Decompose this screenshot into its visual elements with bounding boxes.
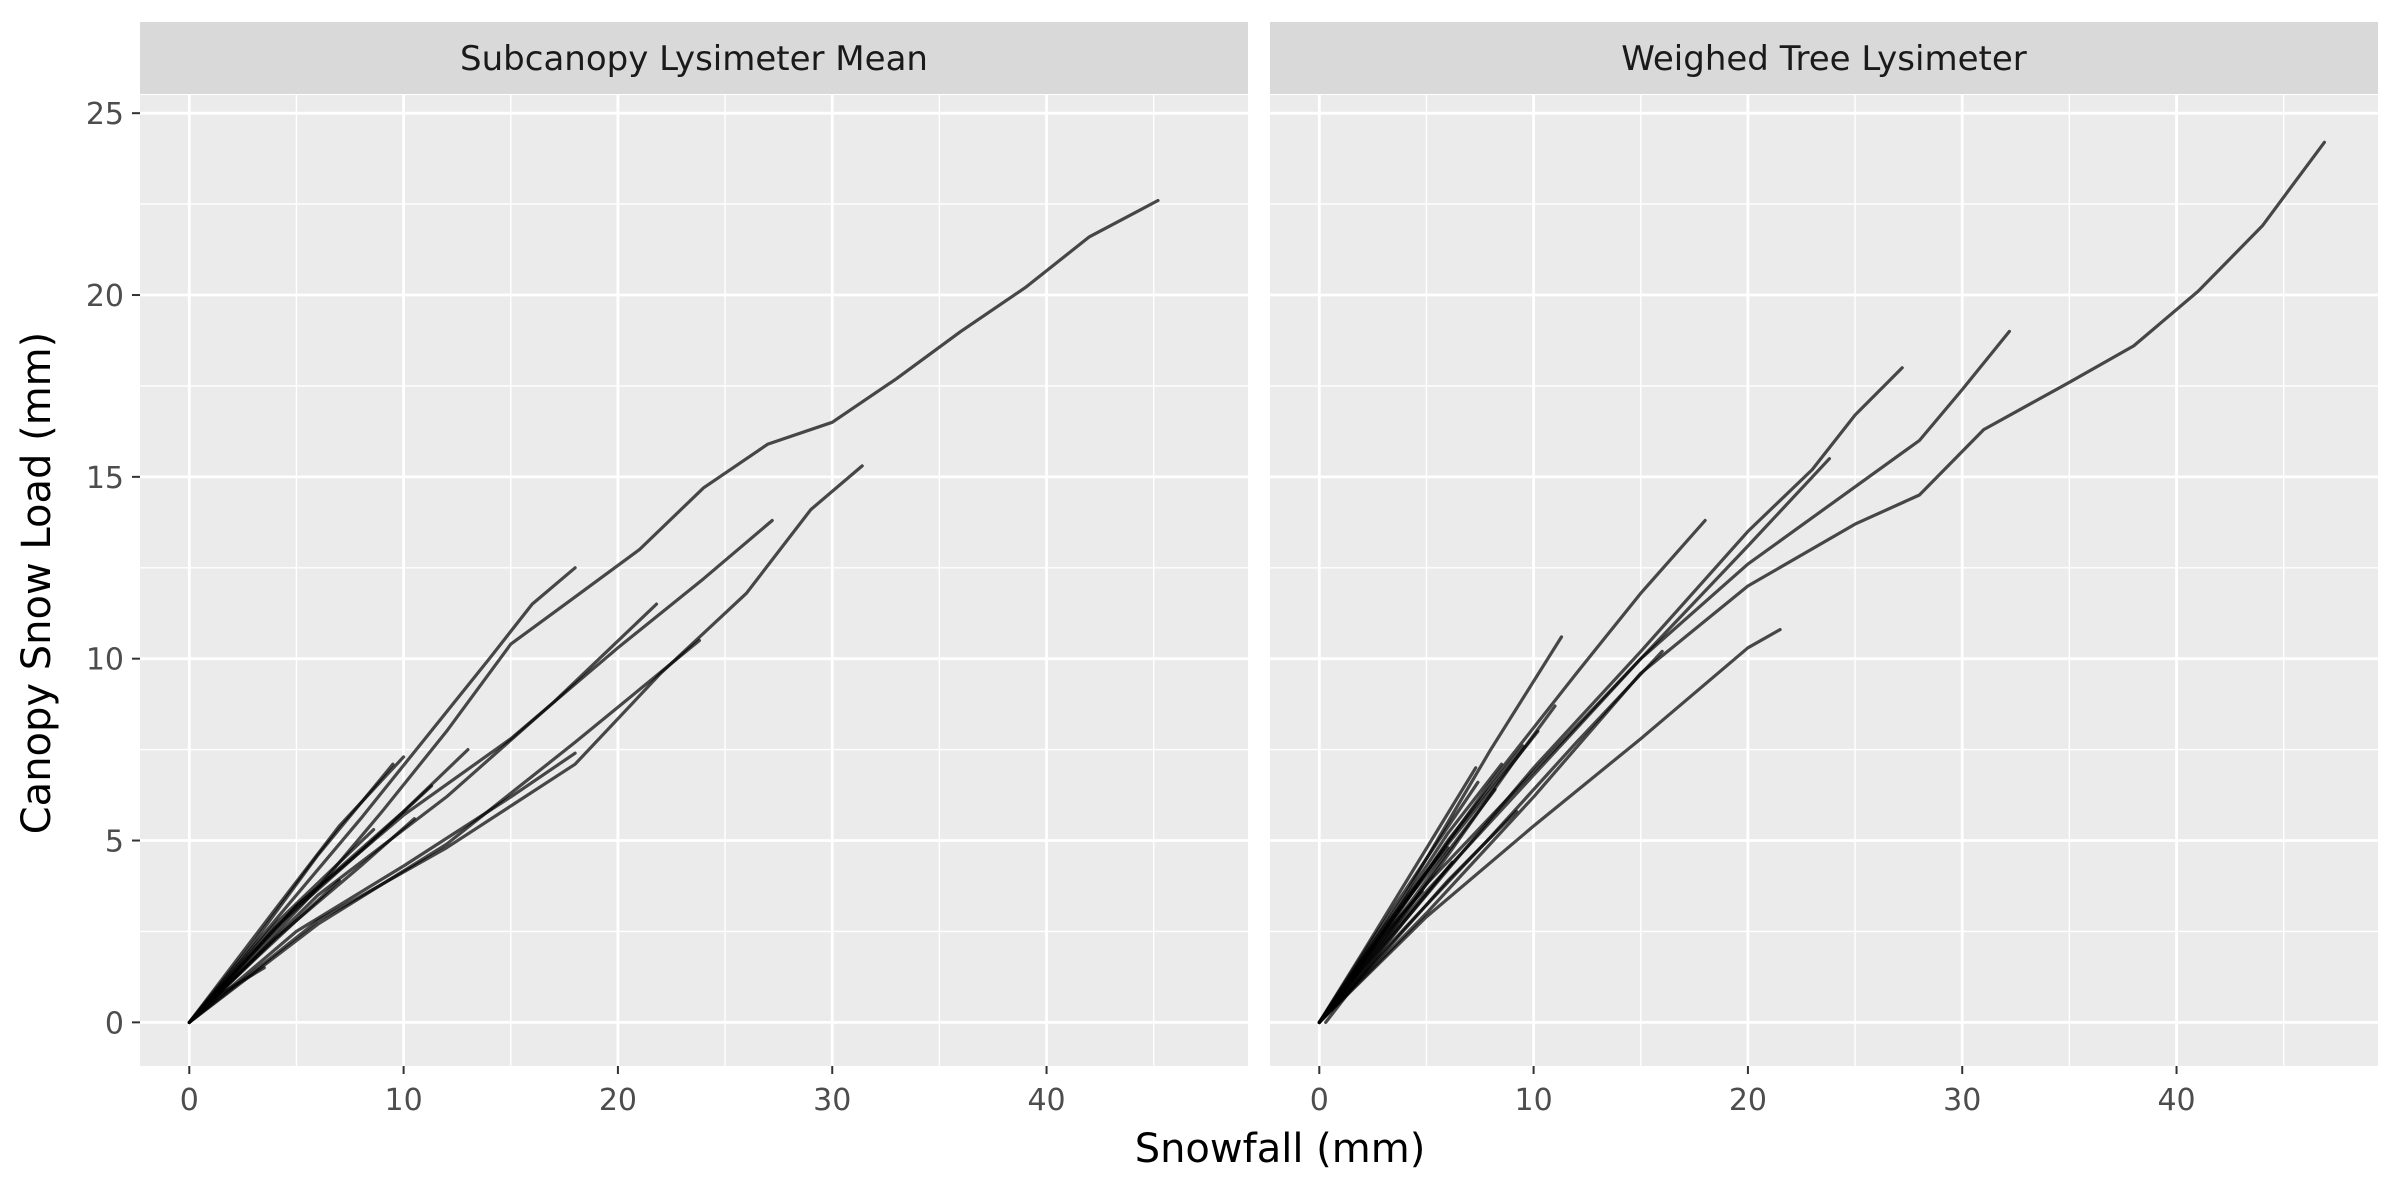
x-tick-label: 30	[813, 1083, 851, 1118]
series-line-6	[187, 751, 577, 1025]
y-tick-label: 0	[105, 1006, 124, 1041]
y-axis-label: Canopy Snow Load (mm)	[14, 332, 60, 835]
facet-strip	[1270, 22, 2378, 94]
series-line-2	[187, 566, 577, 1025]
series-line-15	[187, 817, 416, 1025]
y-tick-label: 20	[86, 279, 124, 314]
y-tick-label: 15	[86, 461, 124, 496]
series-line-4	[187, 464, 864, 1025]
series-line-7	[1317, 457, 1832, 1025]
y-tick-label: 10	[86, 643, 124, 678]
facet-strip	[140, 22, 1248, 94]
series-line-19	[1317, 787, 1497, 1025]
x-tick-label: 0	[180, 1083, 199, 1118]
x-tick-label: 20	[599, 1083, 637, 1118]
series-line-17	[1324, 860, 1454, 1025]
x-tick-label: 10	[1515, 1083, 1553, 1118]
facet-strip-label: Subcanopy Lysimeter Mean	[460, 39, 928, 79]
series-line-5	[187, 638, 702, 1025]
series-line-11	[187, 827, 376, 1025]
series-line-12	[187, 762, 395, 1025]
series-line-16	[1317, 766, 1478, 1025]
x-tick-label: 40	[2157, 1083, 2195, 1118]
series-line-5	[1317, 627, 1782, 1025]
plot-background	[140, 95, 1248, 1066]
series-line-15	[1317, 729, 1540, 1025]
panel-subcanopy-lysimeter-mean: Subcanopy Lysimeter Mean 0 10 20 30 40 0 5 10 15 2…	[86, 22, 1248, 1118]
x-tick-label: 40	[1027, 1083, 1065, 1118]
y-tick-label: 5	[105, 825, 124, 860]
y-tick-label: 25	[86, 97, 124, 132]
series-line-1	[1317, 140, 2326, 1025]
series-line-1	[187, 198, 1160, 1025]
panel-weighed-tree-lysimeter: Weighed Tree Lysimeter 0 10 20 30 40	[1270, 22, 2378, 1118]
plot-background	[1270, 95, 2378, 1066]
x-axis-label: Snowfall (mm)	[1135, 1126, 1426, 1172]
x-tick-label: 10	[385, 1083, 423, 1118]
facet-strip-label: Weighed Tree Lysimeter	[1621, 39, 2026, 79]
x-tick-label: 20	[1729, 1083, 1767, 1118]
series-line-3	[1317, 329, 2012, 1025]
x-tick-label: 0	[1310, 1083, 1329, 1118]
x-tick-label: 30	[1943, 1083, 1981, 1118]
